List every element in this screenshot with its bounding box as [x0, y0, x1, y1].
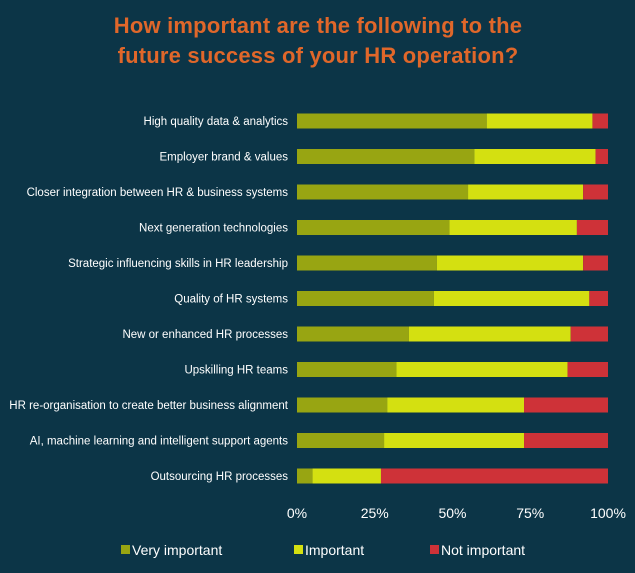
category-label: Employer brand & values	[160, 152, 289, 164]
bar-segment	[433, 291, 590, 306]
bar-segment	[486, 113, 593, 129]
category-label: Quality of HR systems	[174, 294, 288, 306]
bar-segment	[583, 255, 608, 271]
x-axis-ticks: 0% 25% 50% 75% 100%	[287, 505, 626, 521]
bar-segment	[297, 326, 409, 342]
category-label: New or enhanced HR processes	[122, 329, 288, 341]
bar-segment	[297, 291, 434, 306]
legend-swatch	[294, 545, 303, 554]
bar-segment	[297, 255, 437, 271]
bar-segment	[297, 468, 313, 484]
bar-segment	[387, 397, 525, 413]
legend-swatch	[121, 545, 130, 554]
bar-segment	[297, 362, 397, 377]
chart-title-line-2: future success of your HR operation?	[118, 43, 519, 68]
category-label: High quality data & analytics	[144, 116, 289, 128]
category-label: Outsourcing HR processes	[151, 471, 289, 483]
bar-segment	[449, 220, 577, 235]
bar-segment	[570, 326, 608, 342]
x-tick-label: 25%	[361, 505, 389, 521]
bar-segment	[576, 220, 608, 235]
legend-label: Not important	[441, 542, 525, 558]
bar-segment	[297, 113, 487, 129]
x-tick-label: 0%	[287, 505, 307, 521]
x-tick-label: 100%	[590, 505, 626, 521]
bar-segment	[595, 149, 608, 164]
category-label: Upskilling HR teams	[184, 365, 288, 377]
category-label: HR re-organisation to create better busi…	[9, 400, 289, 412]
bar-segment	[396, 362, 568, 377]
category-label: AI, machine learning and intelligent sup…	[30, 436, 289, 448]
category-label: Closer integration between HR & business…	[27, 187, 289, 199]
category-label: Strategic influencing skills in HR leade…	[68, 258, 288, 270]
bar-segment	[408, 326, 571, 342]
bar-segment	[524, 397, 608, 413]
bar-segment	[567, 362, 608, 377]
x-tick-label: 50%	[438, 505, 466, 521]
bar-segment	[436, 255, 584, 271]
bar-segment	[468, 184, 584, 200]
legend-swatch	[430, 545, 439, 554]
bar-segment	[297, 433, 385, 448]
bar-segment	[380, 468, 608, 484]
x-tick-label: 75%	[516, 505, 544, 521]
chart-title-line-1: How important are the following to the	[114, 13, 522, 38]
bar-segment	[592, 113, 608, 129]
bar-segment	[583, 184, 608, 200]
bar-segment	[474, 149, 596, 164]
bar-segment	[297, 149, 475, 164]
bar-segment	[297, 397, 388, 413]
bar-segment	[589, 291, 608, 306]
bar-segment	[384, 433, 525, 448]
bars-group	[297, 113, 608, 484]
bar-segment	[312, 468, 381, 484]
legend: Very important Important Not important	[121, 542, 525, 558]
legend-label: Important	[305, 542, 364, 558]
bar-segment	[297, 184, 469, 200]
bar-segment	[524, 433, 608, 448]
bar-segment	[297, 220, 450, 235]
category-labels: High quality data & analytics Employer br…	[9, 116, 289, 483]
category-label: Next generation technologies	[139, 223, 288, 235]
legend-label: Very important	[132, 542, 222, 558]
